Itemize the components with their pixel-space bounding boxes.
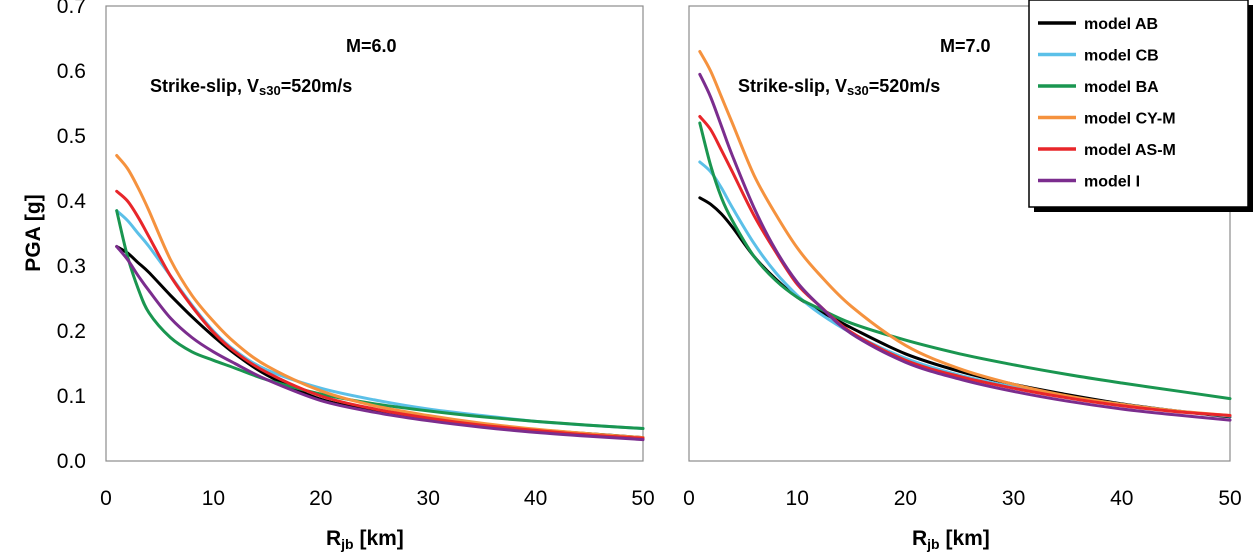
left-plot-area	[105, 5, 644, 462]
left-series-line-model-i	[115, 245, 645, 442]
left-series-lines	[115, 154, 645, 442]
left-x-tick-label: 40	[524, 487, 547, 510]
left-y-tick-labels: 0.0 0.1 0.2 0.3 0.4 0.5 0.6 0.7	[57, 0, 87, 473]
left-x-tick-label: 20	[309, 487, 332, 510]
left-y-tick-label: 0.0	[57, 450, 86, 473]
left-y-axis-title: PGA [g]	[22, 194, 45, 271]
right-x-tick-labels: 0 10 20 30 40 50	[683, 487, 1242, 510]
left-y-tick-label: 0.1	[57, 385, 86, 408]
legend-label-model-as-m: model AS-M	[1084, 142, 1176, 159]
right-series-line-model-ba	[698, 121, 1232, 401]
legend-label-model-i: model I	[1084, 174, 1140, 191]
right-x-tick-label: 20	[894, 487, 917, 510]
left-y-tick-label: 0.7	[57, 0, 86, 18]
left-series-line-model-cy-m	[115, 154, 645, 440]
left-x-tick-label: 50	[631, 487, 654, 510]
right-x-axis-title: Rjb [km]	[912, 527, 990, 552]
legend: model AB model CB model BA model CY-M model …	[1028, 0, 1253, 212]
left-x-tick-label: 0	[100, 487, 112, 510]
left-x-tick-labels: 0 10 20 30 40 50	[100, 487, 655, 510]
right-site-label: Strike-slip, Vs30=520m/s	[738, 76, 940, 98]
left-y-tick-label: 0.4	[57, 190, 87, 213]
legend-label-model-cb: model CB	[1084, 48, 1159, 65]
left-x-tick-label: 10	[202, 487, 225, 510]
left-x-tick-label: 30	[417, 487, 440, 510]
right-x-tick-label: 30	[1002, 487, 1025, 510]
right-x-tick-label: 10	[786, 487, 809, 510]
left-y-tick-label: 0.6	[57, 60, 86, 83]
right-x-tick-label: 50	[1218, 487, 1241, 510]
legend-box	[1028, 0, 1249, 208]
left-y-tick-label: 0.3	[57, 255, 86, 278]
left-series-line-model-as-m	[115, 189, 645, 440]
left-series-line-model-ba	[115, 209, 645, 430]
left-y-tick-label: 0.2	[57, 320, 86, 343]
right-series-lines	[698, 50, 1232, 422]
legend-label-model-ba: model BA	[1084, 79, 1159, 96]
right-x-tick-label: 40	[1110, 487, 1133, 510]
left-x-axis-title: Rjb [km]	[326, 527, 404, 552]
left-y-tick-label: 0.5	[57, 125, 86, 148]
left-magnitude-label: M=6.0	[346, 36, 397, 56]
right-series-line-model-i	[698, 72, 1232, 422]
right-x-tick-label: 0	[683, 487, 695, 510]
legend-label-model-cy-m: model CY-M	[1084, 111, 1176, 128]
legend-items: model AB model CB model BA model CY-M model …	[1038, 16, 1176, 191]
legend-label-model-ab: model AB	[1084, 16, 1158, 33]
right-series-line-model-cy-m	[698, 50, 1232, 417]
right-magnitude-label: M=7.0	[940, 36, 991, 56]
left-site-label: Strike-slip, Vs30=520m/s	[150, 76, 352, 98]
